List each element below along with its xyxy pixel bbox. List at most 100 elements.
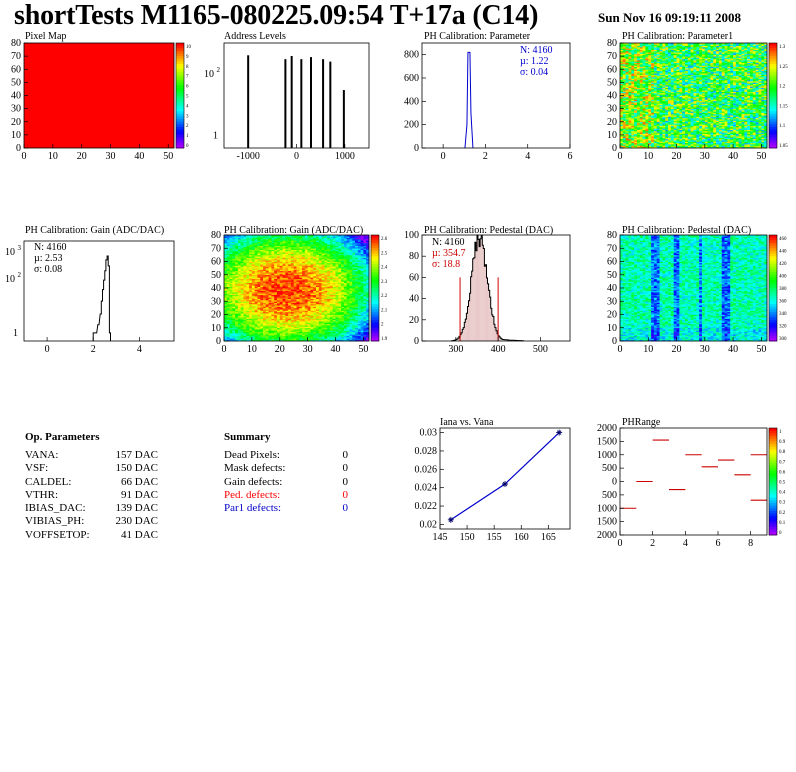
heatmap-cell [631,48,635,50]
heatmap-cell [659,46,663,49]
heatmap-cell [721,100,725,103]
stat-line: σ: 0.08 [34,264,62,275]
heatmap-cell [730,121,734,124]
heatmap-cell [668,141,672,144]
heatmap-cell [636,45,641,48]
heatmap-cell [653,69,658,71]
heatmap-cell [758,125,762,128]
heatmap-cell [670,142,675,145]
heatmap-cell [634,119,638,121]
heatmap-cell [733,130,737,133]
heatmap-cell [235,307,239,310]
heatmap-cell [741,45,745,48]
heatmap-cell [707,128,711,130]
heatmap-cell [232,305,236,307]
heatmap-cell [636,90,641,92]
heatmap-cell [690,146,694,149]
palette-step [769,92,777,96]
heatmap-cell [685,91,689,94]
heatmap-cell [755,65,759,67]
heatmap-cell [733,61,737,64]
heatmap-cell [651,113,655,116]
heatmap-cell [659,125,663,128]
heatmap-cell [659,77,663,79]
heatmap-cell [735,136,740,138]
heatmap-cell [704,78,708,81]
heatmap-cell [235,264,239,266]
pixel-map-title: Pixel Map [25,31,66,42]
heatmap-cell [738,71,742,74]
heatmap-cell [648,90,652,92]
heatmap-cell [701,137,706,140]
heatmap-cell [670,78,675,81]
heatmap-cell [642,138,646,141]
heatmap-cell [656,125,660,128]
heatmap-cell [710,136,714,138]
palette-step [769,98,777,102]
heatmap-cell [628,115,632,117]
heatmap-cell [730,61,734,64]
heatmap-cell [634,66,638,69]
heatmap-cell [631,108,635,111]
heatmap-cell [747,61,751,64]
heatmap-cell [670,125,675,128]
heatmap-cell [704,103,708,106]
heatmap-cell [750,56,754,58]
heatmap-cell [713,70,717,73]
heatmap-cell [656,107,660,109]
heatmap-cell [235,277,239,280]
heatmap-cell [648,137,652,140]
heatmap-cell [699,115,703,117]
heatmap-cell [718,100,723,103]
heatmap-cell [226,335,230,338]
heatmap-cell [738,60,742,62]
heatmap-cell [693,144,697,146]
heatmap-cell [651,98,655,100]
heatmap-cell [704,65,708,67]
heatmap-cell [716,96,720,99]
heatmap-cell [758,96,762,99]
heatmap-cell [758,102,762,104]
heatmap-cell [665,94,669,96]
heatmap-cell [690,81,694,83]
heatmap-cell [721,50,725,53]
heatmap-cell [232,302,236,305]
heatmap-cell [758,74,762,77]
heatmap-cell [232,236,236,238]
heatmap-cell [634,109,638,112]
heatmap-cell [639,44,643,46]
heatmap-cell [668,86,672,88]
heatmap-cell [673,83,677,86]
heatmap-cell [752,78,757,81]
heatmap-cell [710,144,714,146]
palette-step [769,66,777,70]
heatmap-cell [730,128,734,130]
heatmap-cell [639,56,643,58]
heatmap-cell [224,281,228,284]
heatmap-cell [690,74,694,77]
heatmap-cell [665,62,669,65]
heatmap-cell [628,109,632,112]
heatmap-cell [701,109,706,112]
heatmap-cell [710,125,714,128]
heatmap-cell [741,71,745,74]
heatmap-cell [636,144,641,146]
heatmap-cell [721,90,725,92]
heatmap-cell [685,123,689,125]
heatmap-cell [755,129,759,132]
heatmap-cell [721,66,725,69]
heatmap-cell [764,54,768,57]
heatmap-cell [693,96,697,99]
stat-line: σ: 0.04 [520,67,548,78]
heatmap-cell [620,44,624,46]
heatmap-cell [645,145,649,148]
heatmap-cell [747,58,751,61]
heatmap-cell [235,286,239,289]
heatmap-cell [636,70,641,73]
heatmap-cell [636,138,641,141]
heatmap-cell [690,95,694,98]
heatmap-cell [690,83,694,86]
heatmap-cell [752,81,757,83]
heatmap-cell [235,274,239,277]
heatmap-cell [707,121,711,124]
